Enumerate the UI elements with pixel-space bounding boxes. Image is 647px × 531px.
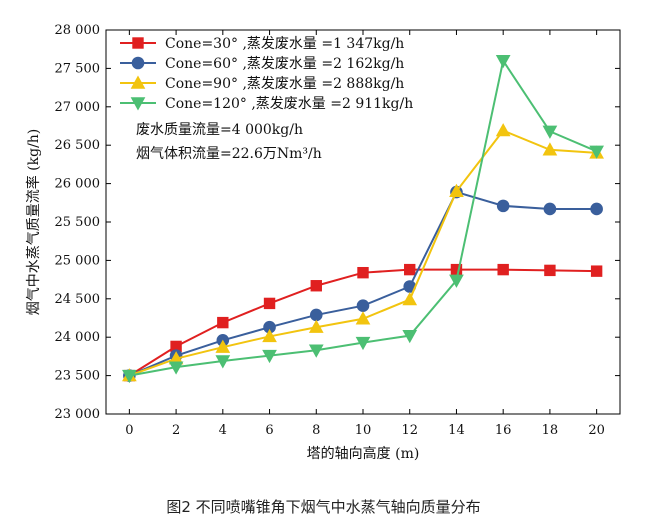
data-point <box>495 123 511 137</box>
x-tick-label: 20 <box>588 423 605 438</box>
series-4 <box>122 55 604 384</box>
y-tick-label: 23 000 <box>55 407 101 422</box>
data-point <box>402 329 418 344</box>
legend-item: Cone=120° ,蒸发废水量 =2 911kg/h <box>120 96 413 112</box>
data-point <box>544 264 556 277</box>
y-axis: 23 000 23 500 24 000 24 500 25 000 25 500 26 0… <box>55 23 620 422</box>
data-point <box>355 311 371 325</box>
y-tick-label: 25 500 <box>55 215 101 230</box>
data-point <box>217 316 229 329</box>
data-point <box>215 339 231 353</box>
y-tick-label: 23 500 <box>55 369 101 384</box>
data-point <box>404 263 416 276</box>
data-point <box>215 355 231 369</box>
legend-label: Cone=60° ,蒸发废水量 =2 162kg/h <box>165 56 404 72</box>
y-axis-title: 烟气中水蒸气质量流率 (kg/h) <box>25 129 42 316</box>
data-point <box>310 280 322 292</box>
series-layer <box>122 55 604 384</box>
x-tick-label: 14 <box>448 423 465 438</box>
data-point <box>356 299 370 313</box>
data-point <box>449 183 464 197</box>
y-tick-label: 27 500 <box>55 61 101 76</box>
series-1 <box>123 263 603 382</box>
legend-label: Cone=30° ,蒸发废水量 =1 347kg/h <box>165 36 404 52</box>
data-point <box>543 202 557 216</box>
data-point <box>168 361 184 375</box>
series-2 <box>123 185 603 382</box>
data-point <box>262 328 277 343</box>
legend-marker <box>130 75 146 89</box>
data-point <box>590 265 603 277</box>
y-tick-label: 26 000 <box>55 177 101 192</box>
data-point <box>542 125 558 139</box>
legend-marker <box>132 37 144 49</box>
data-point <box>449 274 464 288</box>
x-tick-label: 10 <box>355 423 372 438</box>
legend-item: Cone=90° ,蒸发废水量 =2 888kg/h <box>120 75 404 92</box>
y-tick-label: 24 000 <box>55 330 101 345</box>
data-point <box>309 308 323 322</box>
y-tick-label: 25 000 <box>55 253 101 268</box>
x-axis: 0 2 4 6 8 10 12 14 16 18 20 <box>125 30 605 438</box>
x-tick-label: 16 <box>495 423 512 438</box>
data-point <box>262 349 277 364</box>
data-point <box>590 202 603 216</box>
x-axis-title: 塔的轴向高度 (m) <box>307 445 420 462</box>
data-point <box>308 344 324 358</box>
x-tick-label: 18 <box>542 423 559 438</box>
legend: Cone=30° ,蒸发废水量 =1 347kg/h Cone=60° ,蒸发废水… <box>120 36 413 112</box>
y-tick-label: 24 500 <box>55 292 101 307</box>
data-point <box>402 292 418 306</box>
data-point <box>542 142 558 156</box>
x-tick-label: 2 <box>172 423 180 438</box>
x-tick-label: 6 <box>265 423 273 438</box>
data-point <box>496 199 510 213</box>
annotation-waste-water-flow: 废水质量流量=4 000kg/h <box>136 122 303 138</box>
y-tick-label: 26 500 <box>55 138 101 153</box>
legend-item: Cone=60° ,蒸发废水量 =2 162kg/h <box>120 56 404 72</box>
y-tick-label: 28 000 <box>55 23 101 38</box>
figure-caption: 图2 不同喷嘴锥角下烟气中水蒸气轴向质量分布 <box>166 498 481 516</box>
legend-marker <box>131 56 145 70</box>
data-point <box>497 263 509 276</box>
legend-marker <box>130 97 146 111</box>
data-point <box>122 369 137 384</box>
legend-label: Cone=90° ,蒸发废水量 =2 888kg/h <box>165 76 404 92</box>
data-point <box>263 297 276 310</box>
data-point <box>589 145 604 159</box>
annotation-flue-gas-flow: 烟气体积流量=22.6万Nm³/h <box>136 146 322 162</box>
y-tick-label: 27 000 <box>55 100 101 115</box>
legend-item: Cone=30° ,蒸发废水量 =1 347kg/h <box>120 36 404 52</box>
data-point <box>308 319 324 333</box>
x-tick-label: 0 <box>125 423 133 438</box>
x-tick-label: 4 <box>219 423 227 438</box>
legend-label: Cone=120° ,蒸发废水量 =2 911kg/h <box>165 96 413 112</box>
x-tick-label: 12 <box>401 423 418 438</box>
x-tick-label: 8 <box>312 423 320 438</box>
data-point <box>357 266 369 279</box>
data-point <box>495 55 511 69</box>
series-3 <box>122 123 604 382</box>
data-point <box>355 336 371 351</box>
